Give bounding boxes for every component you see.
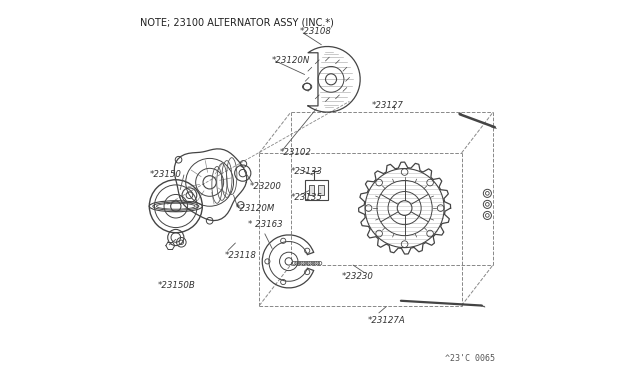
Text: *23150: *23150 (150, 170, 182, 179)
Text: *23102: *23102 (280, 148, 312, 157)
Text: *23200: *23200 (250, 182, 282, 190)
Bar (309, 185, 314, 195)
Text: *23108: *23108 (300, 27, 332, 36)
FancyBboxPatch shape (305, 180, 328, 200)
Text: *23150B: *23150B (157, 281, 195, 290)
Text: * 23163: * 23163 (248, 220, 283, 229)
Text: ^23'C 0065: ^23'C 0065 (445, 355, 495, 363)
Text: *23127A: *23127A (368, 316, 406, 325)
Text: NOTE; 23100 ALTERNATOR ASSY (INC.*): NOTE; 23100 ALTERNATOR ASSY (INC.*) (140, 17, 333, 27)
Text: *23120N: *23120N (272, 57, 310, 65)
Text: *23135: *23135 (291, 193, 323, 202)
Text: *23120M: *23120M (236, 203, 275, 212)
Text: *23118: *23118 (225, 251, 256, 260)
Text: *23230: *23230 (342, 272, 374, 280)
Text: *23127: *23127 (371, 100, 403, 110)
Text: *23133: *23133 (291, 167, 323, 176)
Bar (318, 185, 324, 195)
